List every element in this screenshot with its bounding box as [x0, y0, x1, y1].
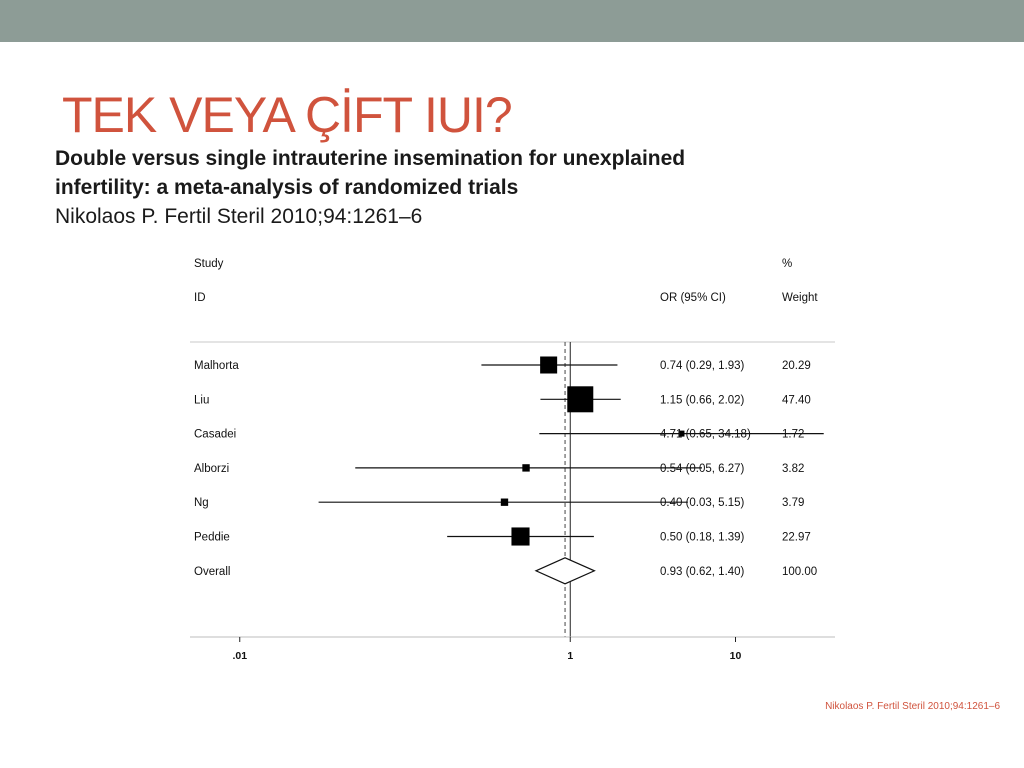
study-row: Malhorta 0.74 (0.29, 1.93) 20.29 — [194, 356, 811, 374]
study-label: Liu — [194, 394, 209, 406]
study-row: Peddie 0.50 (0.18, 1.39) 22.97 — [194, 527, 811, 546]
weight-value: 1.72 — [782, 429, 804, 441]
point-estimate-marker — [567, 386, 594, 413]
point-estimate-marker — [511, 527, 530, 546]
header-weight: Weight — [782, 292, 818, 304]
x-tick-label: .01 — [232, 650, 247, 662]
or-ci-value: 0.54 (0.05, 6.27) — [660, 463, 745, 475]
study-row: Alborzi 0.54 (0.05, 6.27) 3.82 — [194, 463, 804, 475]
paper-title-line-1: Double versus single intrauterine insemi… — [55, 147, 686, 170]
study-row: Ng 0.40 (0.03, 5.15) 3.79 — [194, 497, 804, 509]
study-row: Liu 1.15 (0.66, 2.02) 47.40 — [194, 386, 811, 413]
header-id: ID — [194, 292, 206, 304]
weight-value: 3.79 — [782, 497, 804, 509]
study-label: Ng — [194, 497, 209, 509]
point-estimate-marker — [522, 464, 530, 472]
x-tick-label: 10 — [730, 650, 742, 662]
header-percent: % — [782, 258, 792, 270]
study-label: Casadei — [194, 429, 236, 441]
paper-title: Double versus single intrauterine insemi… — [55, 144, 685, 202]
footer-citation: Nikolaos P. Fertil Steril 2010;94:1261–6 — [825, 701, 1000, 712]
or-ci-value: 0.40 (0.03, 5.15) — [660, 497, 745, 509]
point-estimate-marker — [540, 356, 558, 374]
top-bar — [0, 0, 1024, 42]
paper-title-line-2: infertility: a meta-analysis of randomiz… — [55, 176, 519, 199]
point-estimate-marker — [500, 498, 509, 506]
point-estimate-marker — [678, 430, 685, 437]
x-tick-label: 1 — [567, 650, 573, 662]
citation: Nikolaos P. Fertil Steril 2010;94:1261–6 — [55, 205, 423, 228]
study-row: Casadei 4.71 (0.65, 34.18) 1.72 — [194, 429, 824, 441]
weight-value: 20.29 — [782, 360, 811, 372]
study-label: Peddie — [194, 532, 230, 544]
overall-or-ci: 0.93 (0.62, 1.40) — [660, 566, 745, 578]
or-ci-value: 0.74 (0.29, 1.93) — [660, 360, 745, 372]
overall-row: Overall 0.93 (0.62, 1.40) 100.00 — [194, 557, 817, 585]
study-label: Malhorta — [194, 360, 239, 372]
or-ci-value: 4.71 (0.65, 34.18) — [660, 429, 751, 441]
weight-value: 22.97 — [782, 532, 811, 544]
weight-value: 3.82 — [782, 463, 804, 475]
weight-value: 47.40 — [782, 394, 811, 406]
overall-weight: 100.00 — [782, 566, 817, 578]
overall-label: Overall — [194, 566, 230, 578]
header-study: Study — [194, 258, 224, 270]
overall-diamond — [534, 557, 596, 585]
or-ci-value: 0.50 (0.18, 1.39) — [660, 532, 745, 544]
slide-title: TEK VEYA ÇİFT IUI? — [62, 87, 513, 143]
study-label: Alborzi — [194, 463, 229, 475]
header-or-ci: OR (95% CI) — [660, 292, 726, 304]
forest-plot: Study ID OR (95% CI) % Weight Malhorta 0.… — [190, 258, 835, 662]
or-ci-value: 1.15 (0.66, 2.02) — [660, 394, 745, 406]
